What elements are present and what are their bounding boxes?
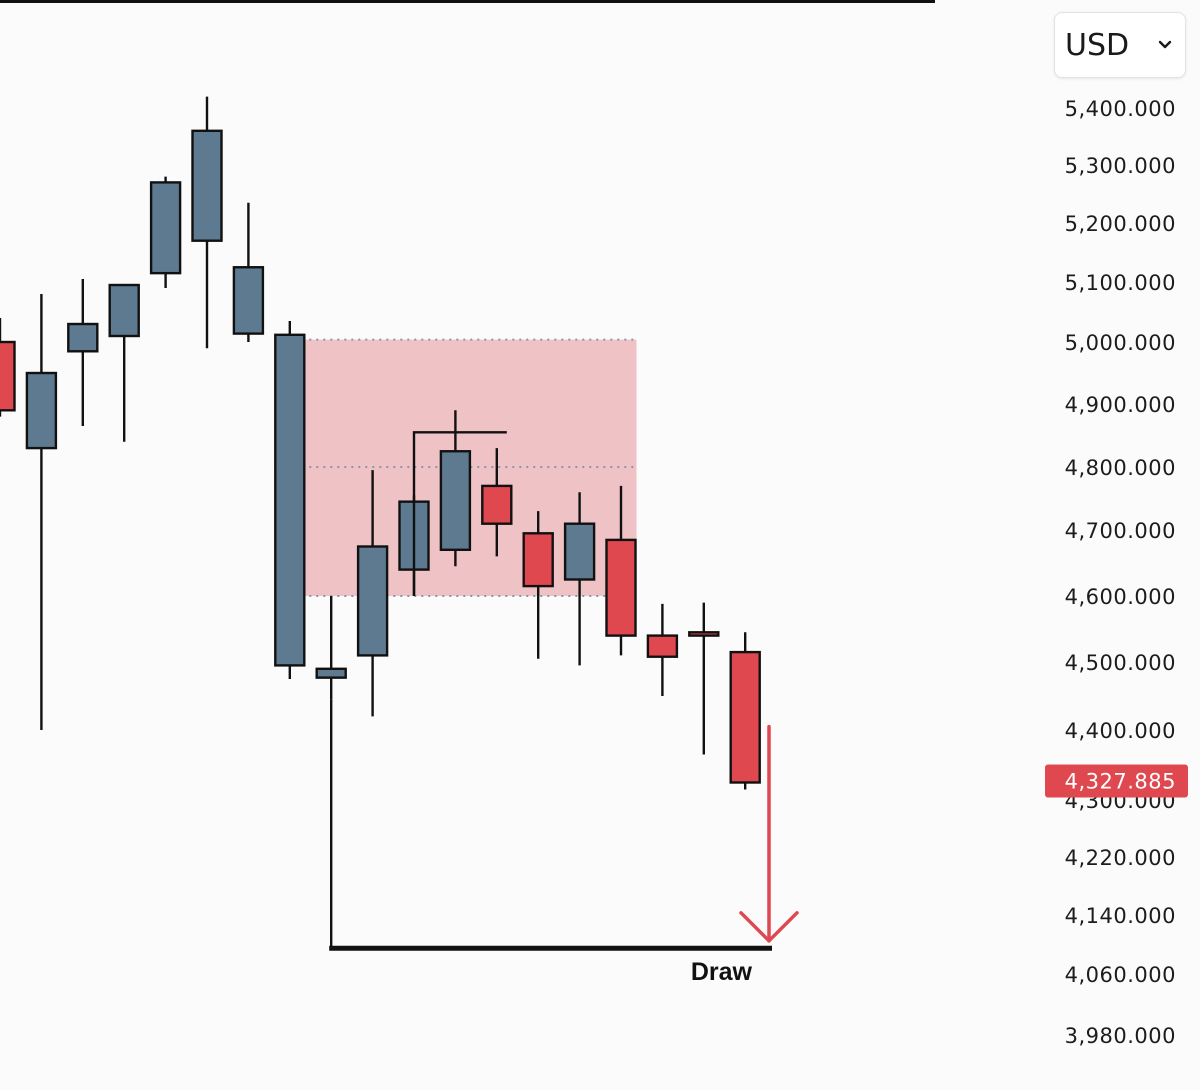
y-tick-label: 5,000.000 <box>1065 331 1176 355</box>
y-tick-label: 4,140.000 <box>1065 904 1176 928</box>
candle <box>563 492 596 666</box>
candles-group <box>0 96 761 790</box>
chevron-down-icon <box>1158 40 1172 49</box>
candle <box>439 410 472 567</box>
y-tick-label: 5,100.000 <box>1065 271 1176 295</box>
candle <box>67 279 99 427</box>
y-tick-label: 4,060.000 <box>1065 963 1176 987</box>
annotations-group: Draw <box>329 431 799 986</box>
bearish-candle-body <box>646 634 679 658</box>
candle <box>605 485 637 656</box>
bearish-candle-body <box>481 484 513 525</box>
y-tick-label: 4,600.000 <box>1065 585 1176 609</box>
candle <box>688 602 720 755</box>
y-tick-label: 4,700.000 <box>1065 519 1176 543</box>
bullish-candle-body <box>108 283 140 338</box>
y-tick-label: 5,300.000 <box>1065 154 1176 178</box>
candle <box>0 318 16 417</box>
bullish-candle-body <box>274 333 306 667</box>
candle <box>149 176 182 288</box>
candle <box>191 96 223 349</box>
y-tick-label: 3,980.000 <box>1065 1024 1176 1048</box>
currency-label: USD <box>1065 27 1130 63</box>
y-tick-label: 5,200.000 <box>1065 212 1176 236</box>
price-axis: 5,400.000 5,300.000 5,200.000 5,100.000 5,00… <box>1045 97 1188 1048</box>
bullish-candle-body <box>315 667 347 679</box>
bullish-candle-body <box>149 181 182 275</box>
y-tick-label: 4,400.000 <box>1065 719 1176 743</box>
y-tick-label: 4,500.000 <box>1065 651 1176 675</box>
current-price-tag <box>1045 764 1188 798</box>
candle <box>25 294 58 730</box>
current-price-label: 4,327.885 <box>1065 769 1176 793</box>
candle <box>481 448 513 557</box>
draw-level-label: Draw <box>691 958 753 986</box>
swing-high-marker <box>412 431 507 596</box>
bullish-candle-body <box>563 522 596 581</box>
candle <box>108 283 140 442</box>
candle <box>356 470 389 717</box>
bullish-candle-body <box>191 129 223 242</box>
down-arrow-head <box>739 911 799 943</box>
y-tick-label: 5,400.000 <box>1065 97 1176 121</box>
candle <box>729 632 761 790</box>
bearish-candle-body <box>729 650 761 784</box>
bullish-candle-body <box>25 371 58 450</box>
bullish-candle-body <box>67 322 99 353</box>
bullish-candle-body <box>439 450 472 552</box>
candle <box>315 596 347 700</box>
y-tick-label: 4,900.000 <box>1065 393 1176 417</box>
candle <box>232 202 265 342</box>
bearish-candle-body <box>688 631 720 637</box>
candle <box>522 511 554 659</box>
bearish-candle-body <box>522 532 554 588</box>
bearish-candle-body <box>0 340 16 412</box>
y-tick-label: 4,800.000 <box>1065 456 1176 480</box>
y-tick-label: 4,220.000 <box>1065 846 1176 870</box>
candle <box>646 603 679 696</box>
bullish-candle-body <box>232 266 265 335</box>
bearish-candle-body <box>605 538 637 637</box>
bullish-candle-body <box>356 545 389 657</box>
candle <box>274 321 306 679</box>
currency-select[interactable]: USD <box>1054 12 1186 78</box>
